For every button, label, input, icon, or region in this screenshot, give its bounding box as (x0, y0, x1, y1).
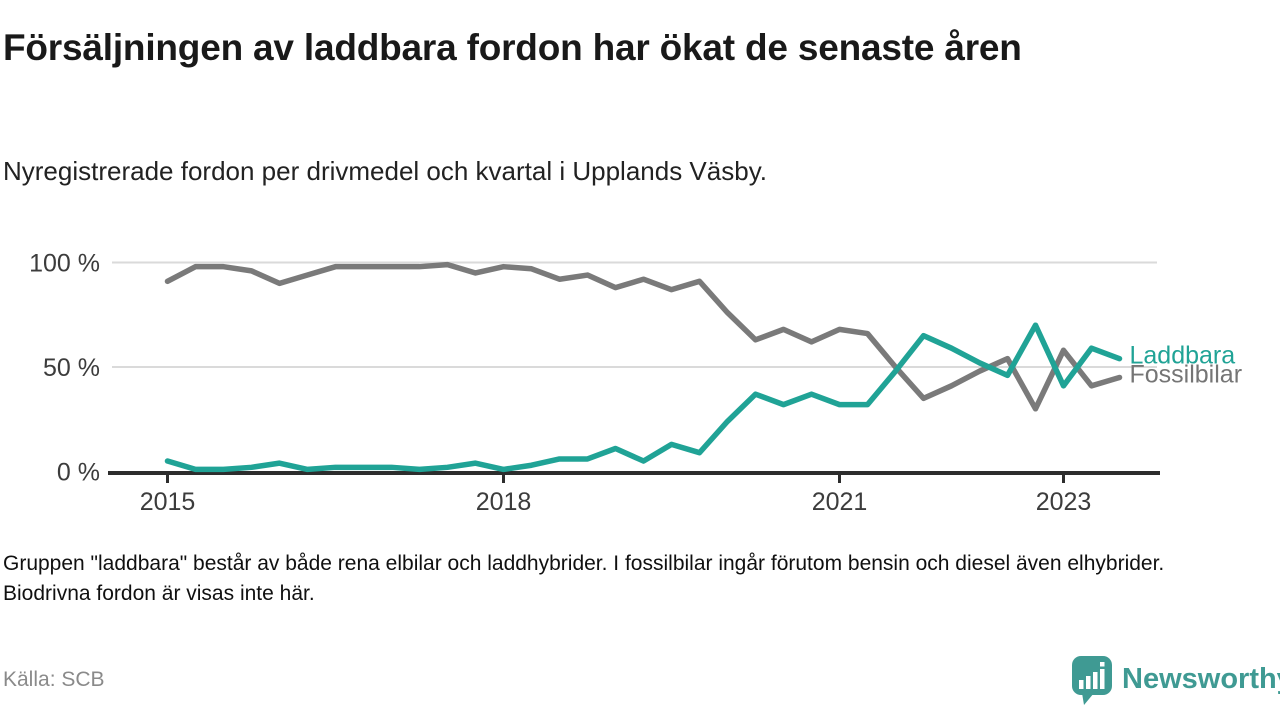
source-label: Källa: SCB (3, 668, 105, 691)
x-tick-label: 2018 (476, 488, 532, 516)
axis-labels: 0 % 50 % 100 % 2015 2018 2021 2023 (29, 250, 1091, 517)
data-lines (164, 261, 1123, 473)
legend-label-laddbara: Laddbara (1130, 342, 1236, 370)
line-fossilbilar (164, 261, 1123, 412)
x-tick-label: 2021 (812, 488, 868, 516)
line-laddbara (164, 322, 1123, 473)
legend-label-fossilbilar: Fossilbilar (1130, 360, 1243, 388)
page-title: Försäljningen av laddbara fordon har öka… (3, 27, 1022, 68)
y-tick-label: 0 % (57, 459, 100, 487)
x-tick-label: 2023 (1036, 488, 1092, 516)
chart-subtitle: Nyregistrerade fordon per drivmedel och … (3, 156, 767, 186)
x-tick-label: 2015 (140, 488, 196, 516)
y-tick-label: 50 % (43, 354, 100, 382)
newsworthy-icon (1072, 656, 1112, 705)
newsworthy-logo: Newsworthy (1070, 655, 1280, 707)
x-axis (108, 471, 1160, 483)
y-tick-label: 100 % (29, 250, 100, 278)
newsworthy-wordmark: Newsworthy (1122, 663, 1280, 695)
chart-footnote: Gruppen "laddbara" består av både rena e… (3, 552, 1165, 605)
